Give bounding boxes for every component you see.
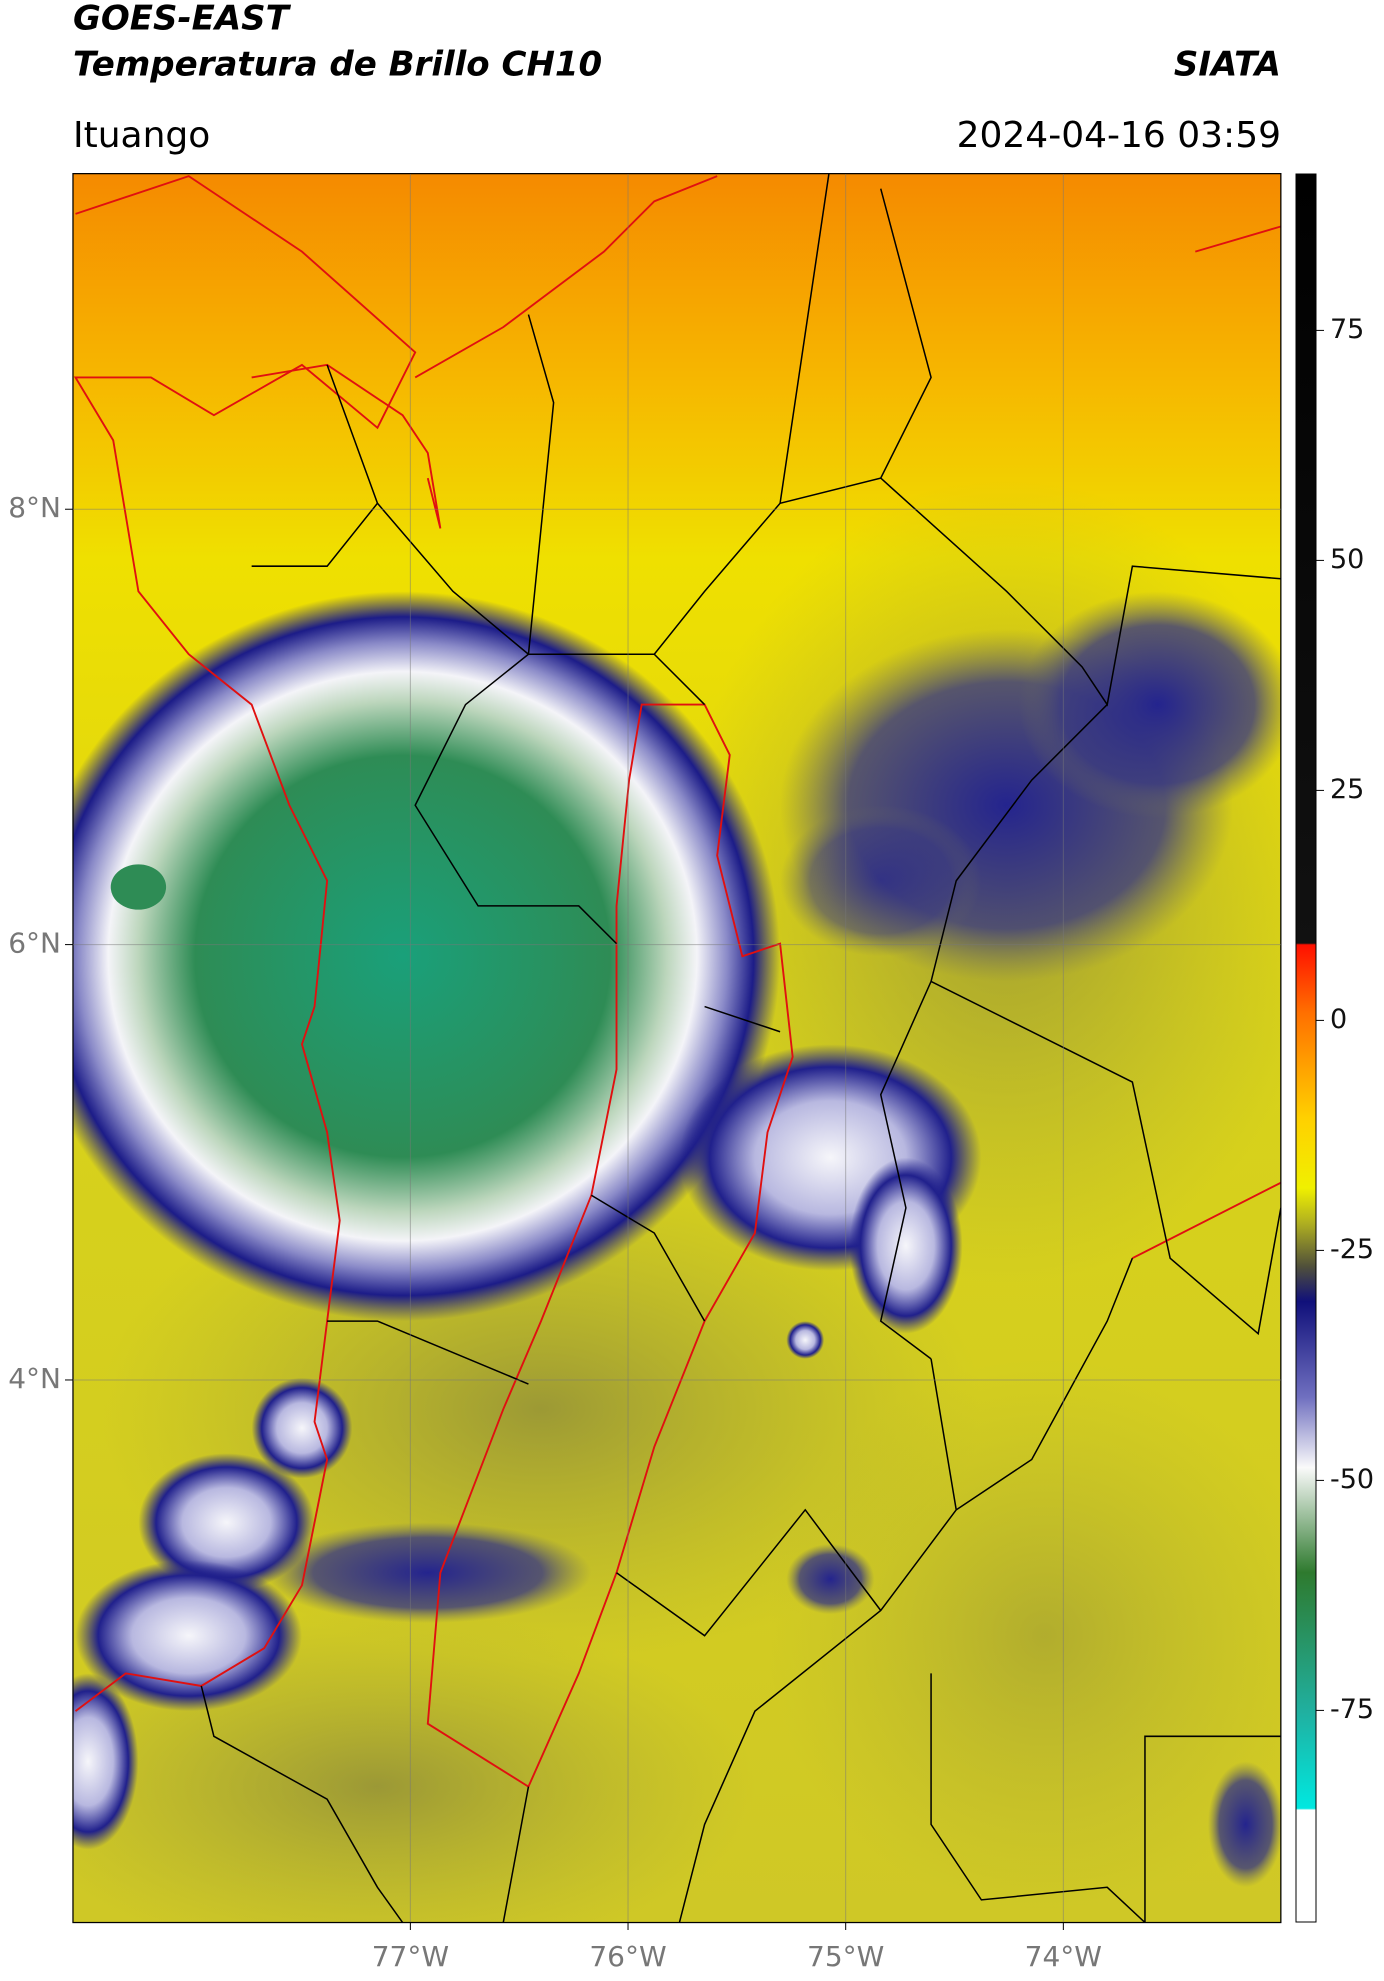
title: GOES-EAST: [73, 0, 292, 39]
colorbar-tick-label: 0: [1330, 1004, 1347, 1035]
colorbar-tick-label: -25: [1330, 1234, 1374, 1265]
location: Ituango: [73, 115, 210, 156]
colorbar: [1295, 173, 1317, 1923]
colorbar-tick-label: -75: [1330, 1694, 1374, 1725]
subtitle: Temperatura de Brillo CH10: [73, 45, 602, 85]
colorbar-tick-label: -50: [1330, 1464, 1374, 1495]
x-tick-label: 76°W: [589, 1940, 666, 1973]
colorbar-tick-label: 75: [1330, 314, 1364, 345]
satellite-image: [72, 173, 1282, 1924]
source: SIATA: [1174, 45, 1281, 85]
x-tick-label: 75°W: [807, 1940, 884, 1973]
colorbar-tick-label: 25: [1330, 774, 1364, 805]
x-tick-label: 77°W: [372, 1940, 449, 1973]
colorbar-tick-label: 50: [1330, 544, 1364, 575]
x-tick-label: 74°W: [1025, 1940, 1102, 1973]
y-tick-label: 8°N: [8, 491, 61, 524]
datetime: 2024-04-16 03:59: [957, 115, 1281, 156]
y-tick-label: 6°N: [8, 927, 61, 960]
y-tick-label: 4°N: [8, 1362, 61, 1395]
